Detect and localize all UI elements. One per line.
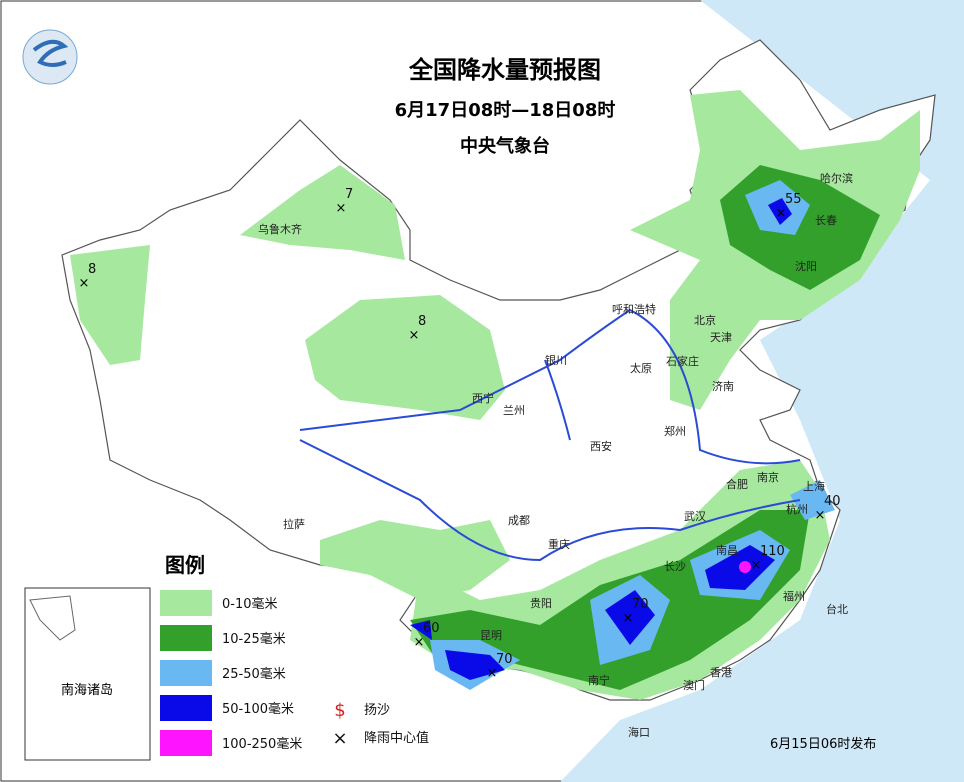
rain-area xyxy=(430,480,835,690)
city-label: 石家庄 xyxy=(666,354,699,368)
rain-center-mark: × xyxy=(776,206,787,221)
legend-symbol: $ xyxy=(334,700,345,721)
legend-swatch xyxy=(160,695,212,721)
legend: 0-10毫米 10-25毫米 25-50毫米 50-100毫米 100-250毫米 $ 扬沙… xyxy=(160,590,429,756)
sea xyxy=(560,0,964,782)
rain-centers: ×7×8×8×55×40×110×70×60×70 xyxy=(79,187,841,681)
city-label: 济南 xyxy=(712,379,734,393)
rain-area xyxy=(768,198,792,225)
rain-center-value: 7 xyxy=(345,187,353,202)
logo-circle xyxy=(22,29,78,85)
rain-area xyxy=(320,520,510,600)
rain-center-value: 8 xyxy=(88,262,96,277)
rain-center-mark: × xyxy=(414,635,425,650)
rain-area xyxy=(410,545,775,680)
city-label: 昆明 xyxy=(480,629,502,642)
city-label: 成都 xyxy=(508,514,530,527)
legend-label: 25-50毫米 xyxy=(222,666,286,682)
rain-center-value: 40 xyxy=(824,494,841,509)
issuer: 中央气象台 xyxy=(460,135,550,157)
period: 6月17日08时—18日08时 xyxy=(395,100,616,121)
logo xyxy=(22,29,78,85)
issued: 6月15日06时发布 xyxy=(770,736,876,752)
city-label: 香港 xyxy=(710,666,732,679)
legend-swatch xyxy=(160,660,212,686)
city-label: 南昌 xyxy=(716,544,738,557)
city-label: 呼和浩特 xyxy=(612,302,656,316)
inset-frame xyxy=(24,587,151,761)
legend-swatch xyxy=(160,730,212,756)
city-label: 北京 xyxy=(694,313,716,327)
rain-areas xyxy=(70,90,920,700)
rain-center-value: 110 xyxy=(760,544,785,559)
rain-center-mark: × xyxy=(815,508,826,523)
legend-label: 0-10毫米 xyxy=(222,596,278,612)
city-label: 沈阳 xyxy=(795,259,817,273)
rivers xyxy=(299,308,801,562)
title: 全国降水量预报图 xyxy=(408,56,601,84)
legend-symbol: × xyxy=(332,728,347,749)
city-label: 重庆 xyxy=(548,537,570,551)
rain-area xyxy=(240,165,405,260)
rain-area xyxy=(70,245,150,365)
city-label: 台北 xyxy=(826,602,848,616)
city-label: 南京 xyxy=(757,470,779,484)
rain-center-value: 60 xyxy=(423,621,440,636)
rain-center-mark: × xyxy=(487,666,498,681)
rain-area xyxy=(739,561,751,573)
rain-center-mark: × xyxy=(409,328,420,343)
city-label: 长沙 xyxy=(664,560,686,573)
inset-label: 南海诸岛 xyxy=(61,682,113,698)
city-label: 乌鲁木齐 xyxy=(258,222,302,236)
legend-swatch xyxy=(160,625,212,651)
legend-label: 100-250毫米 xyxy=(222,736,302,752)
city-label: 兰州 xyxy=(503,404,525,417)
legend-title: 图例 xyxy=(165,553,205,577)
legend-swatch xyxy=(160,590,212,616)
city-label: 武汉 xyxy=(684,510,706,523)
legend-label: 降雨中心值 xyxy=(364,730,429,746)
legend-label: 50-100毫米 xyxy=(222,701,294,717)
rain-center-value: 70 xyxy=(632,597,649,612)
rain-area xyxy=(305,295,505,420)
city-label: 太原 xyxy=(630,362,652,375)
rain-center-mark: × xyxy=(79,276,90,291)
logo-mark xyxy=(32,39,69,67)
rain-center-mark: × xyxy=(336,201,347,216)
city-label: 西安 xyxy=(590,439,612,453)
city-label: 银川 xyxy=(545,353,567,367)
rain-center-value: 55 xyxy=(785,192,802,207)
city-label: 郑州 xyxy=(664,424,686,438)
city-label: 贵阳 xyxy=(530,597,552,610)
inset: 南海诸岛 xyxy=(24,587,151,761)
city-label: 哈尔滨 xyxy=(820,171,853,185)
inset-coast xyxy=(29,595,76,641)
city-label: 南宁 xyxy=(588,673,610,687)
rain-center-value: 70 xyxy=(496,652,513,667)
city-label: 福州 xyxy=(783,589,805,603)
legend-label: 10-25毫米 xyxy=(222,631,286,647)
city-label: 拉萨 xyxy=(283,517,305,531)
city-label: 长春 xyxy=(815,214,837,227)
city-label: 天津 xyxy=(710,331,732,344)
city-label: 合肥 xyxy=(726,477,748,491)
rain-center-value: 8 xyxy=(418,314,426,329)
city-label: 海口 xyxy=(628,725,650,739)
city-label: 澳门 xyxy=(683,678,705,692)
city-label: 西宁 xyxy=(472,391,494,405)
legend-label: 扬沙 xyxy=(364,703,390,718)
rain-center-mark: × xyxy=(751,558,762,573)
city-label: 上海 xyxy=(803,479,825,493)
rain-center-mark: × xyxy=(623,611,634,626)
city-label: 杭州 xyxy=(786,502,808,516)
